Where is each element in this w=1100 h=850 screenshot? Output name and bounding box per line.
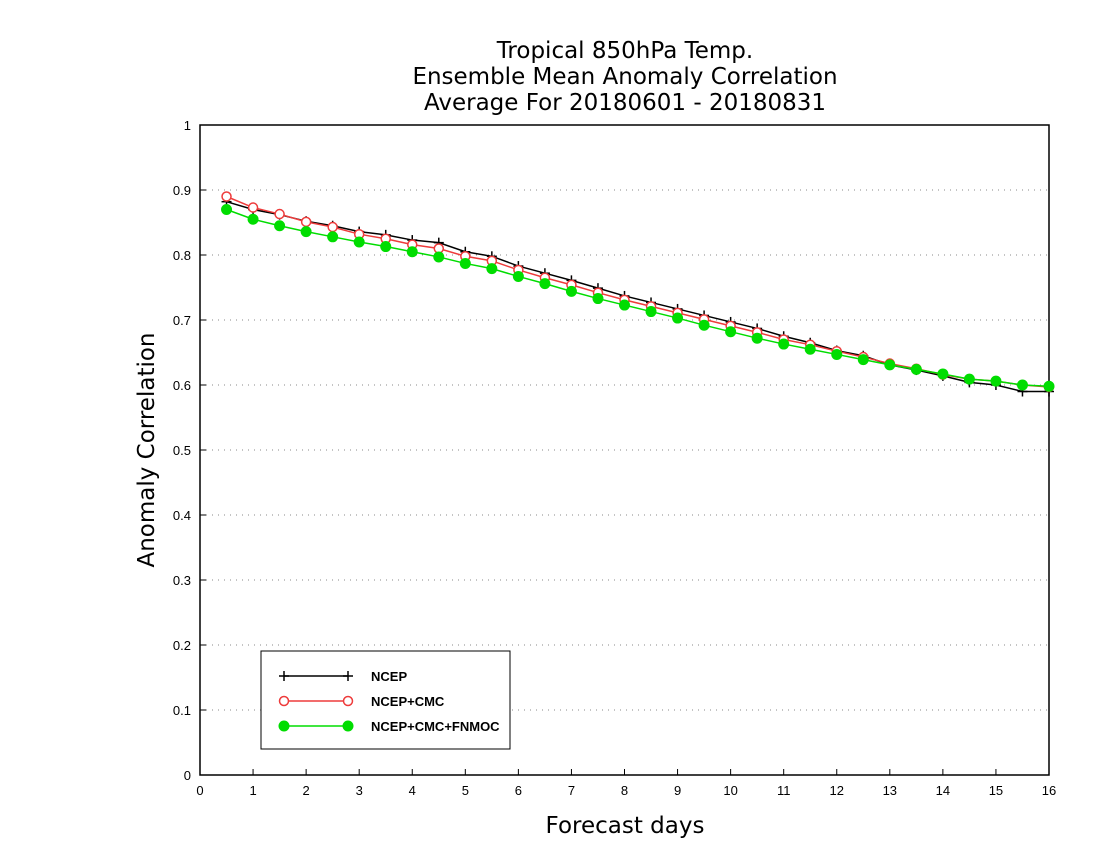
y-tick-label: 0.8	[173, 248, 191, 263]
data-point	[353, 236, 365, 248]
x-tick-label: 13	[883, 783, 897, 798]
data-point	[247, 213, 259, 225]
data-point	[1043, 380, 1055, 392]
legend-marker	[343, 671, 353, 681]
legend-item: NCEP+CMC+FNMOC	[278, 719, 500, 734]
x-tick-label: 0	[196, 783, 203, 798]
series-line	[226, 195, 1050, 388]
x-tick-label: 6	[515, 783, 522, 798]
data-point	[592, 293, 604, 305]
data-point	[698, 319, 710, 331]
data-point	[247, 202, 259, 213]
x-tick-label: 7	[568, 783, 575, 798]
data-point	[380, 241, 392, 253]
series-ncep	[221, 196, 1054, 397]
legend-marker	[278, 695, 290, 707]
data-point	[565, 285, 577, 297]
data-point	[300, 216, 312, 228]
x-tick-label: 1	[249, 783, 256, 798]
data-point	[274, 220, 286, 232]
data-point	[486, 263, 498, 275]
legend-marker	[279, 671, 289, 681]
data-point	[221, 191, 232, 202]
x-tick-label: 14	[936, 783, 950, 798]
x-tick-label: 12	[830, 783, 844, 798]
x-axis-label: Forecast days	[546, 813, 705, 839]
chart-title-line-2: Ensemble Mean Anomaly Correlation	[412, 64, 837, 90]
legend-marker	[278, 720, 290, 732]
y-tick-label: 0.5	[173, 443, 191, 458]
data-point	[778, 338, 790, 350]
y-tick-label: 0	[184, 768, 191, 783]
series-ncep-cmc-fnmoc	[221, 204, 1055, 392]
data-point	[274, 208, 285, 220]
x-tick-label: 16	[1042, 783, 1056, 798]
chart-title: Tropical 850hPa Temp. Ensemble Mean Anom…	[412, 38, 837, 116]
y-axis-label: Anomaly Correlation	[134, 332, 160, 567]
x-tick-label: 9	[674, 783, 681, 798]
data-point	[725, 326, 737, 338]
legend-item: NCEP	[279, 669, 407, 684]
gridlines	[200, 189, 1049, 711]
data-point	[327, 231, 339, 243]
series-line	[226, 208, 1050, 388]
data-point	[672, 312, 684, 324]
legend-label: NCEP+CMC	[371, 694, 445, 709]
legend-marker	[342, 695, 354, 707]
y-tick-label: 0.4	[173, 508, 191, 523]
axis-ticks: 0 1 2 3 4 5 6 7 8 9 10 11 12 13 14 15 1600.10.20.30.40.5…	[173, 118, 1056, 798]
y-tick-label: 0.3	[173, 573, 191, 588]
data-point	[645, 306, 657, 318]
y-tick-label: 0.1	[173, 703, 191, 718]
data-point	[910, 363, 922, 375]
series-line	[226, 200, 1049, 393]
x-tick-label: 15	[989, 783, 1003, 798]
legend-box	[260, 650, 511, 750]
data-point	[990, 375, 1002, 387]
x-tick-label: 8	[621, 783, 628, 798]
legend-marker	[342, 720, 354, 732]
chart-title-line-3: Average For 20180601 - 20180831	[424, 90, 826, 116]
x-tick-label: 4	[409, 783, 416, 798]
x-tick-label: 3	[356, 783, 363, 798]
series-layer	[221, 191, 1055, 397]
data-point	[619, 299, 630, 311]
data-point	[857, 354, 869, 366]
data-point	[539, 278, 551, 290]
data-point	[327, 221, 338, 233]
legend: NCEP NCEP+CMC NCEP+CMC+FNMOC	[260, 650, 511, 750]
data-point	[831, 348, 843, 360]
legend-label: NCEP+CMC+FNMOC	[371, 719, 500, 734]
chart-title-line-1: Tropical 850hPa Temp.	[496, 38, 753, 64]
x-tick-label: 11	[777, 783, 791, 798]
data-point	[300, 226, 312, 238]
data-point	[751, 332, 763, 344]
data-point	[406, 246, 418, 258]
x-tick-label: 10	[723, 783, 737, 798]
data-point	[459, 257, 471, 269]
data-point	[433, 251, 445, 263]
legend-item: NCEP+CMC	[278, 694, 445, 709]
y-tick-label: 0.7	[173, 313, 191, 328]
y-tick-label: 1	[184, 118, 191, 133]
series-ncep-cmc	[221, 191, 1055, 393]
legend-label: NCEP	[371, 669, 407, 684]
data-point	[963, 373, 975, 385]
data-point	[1016, 379, 1028, 391]
y-tick-label: 0.6	[173, 378, 191, 393]
data-point	[884, 359, 896, 371]
data-point	[512, 270, 524, 282]
x-tick-label: 2	[303, 783, 310, 798]
data-point	[937, 368, 949, 380]
x-tick-label: 5	[462, 783, 469, 798]
data-point	[221, 204, 233, 215]
y-tick-label: 0.2	[173, 638, 191, 653]
y-tick-label: 0.9	[173, 183, 191, 198]
data-point	[804, 343, 816, 355]
